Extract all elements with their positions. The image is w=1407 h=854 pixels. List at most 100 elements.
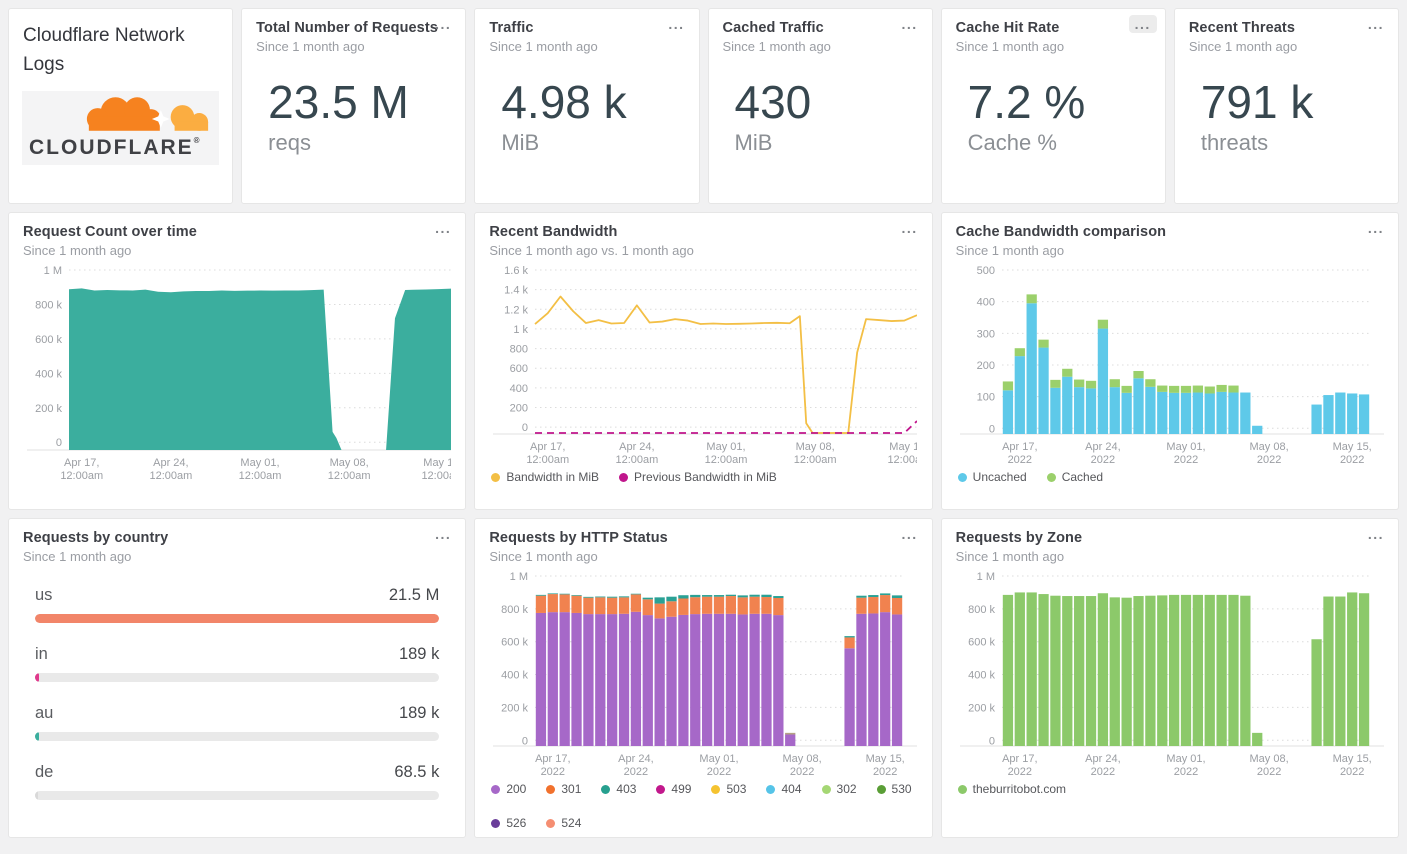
panel-title[interactable]: Request Count over time [23, 224, 197, 240]
legend-item[interactable]: Cached [1046, 470, 1103, 484]
panel-title[interactable]: Cache Hit Rate [955, 20, 1060, 36]
legend-item[interactable]: 403 [601, 782, 636, 796]
legend-color-dot [711, 784, 721, 794]
panel-menu-icon[interactable]: ... [662, 15, 690, 33]
panel-subtitle: Since 1 month ago [489, 549, 598, 564]
svg-text:400 k: 400 k [35, 368, 62, 380]
http-status-chart[interactable]: 0 200 k 400 k 600 k 800 k 1 M Apr 17, 2022 Apr 2… [475, 568, 931, 780]
stat-unit: MiB [734, 129, 773, 155]
svg-text:May 15,2022: May 15, 2022 [1332, 753, 1371, 778]
request-count-chart[interactable]: 0 200 k 400 k 600 k 800 k 1 M Apr 17, 12:00am Ap… [9, 262, 465, 484]
legend-color-dot [601, 784, 611, 794]
panel-total-requests: Total Number of Requests Since 1 month a… [241, 8, 467, 204]
legend-color-dot [491, 784, 501, 794]
panel-title[interactable]: Cache Bandwidth comparison [955, 224, 1167, 240]
panel-menu-icon[interactable]: ... [1362, 525, 1390, 543]
panel-menu-icon[interactable]: ... [895, 219, 923, 237]
panel-title[interactable]: Requests by HTTP Status [489, 530, 668, 546]
legend-label: 530 [891, 782, 912, 796]
gauge-fill [35, 614, 440, 623]
svg-text:600 k: 600 k [968, 637, 995, 649]
gauge-track [35, 732, 440, 741]
panel-menu-icon[interactable]: ... [429, 525, 457, 543]
country-bar-gauge: us 21.5 M in 189 k au 189 k de 68.5 k [9, 586, 465, 800]
logo-panel-title: Cloudflare Network Logs [23, 25, 185, 75]
legend-item[interactable]: Uncached [957, 470, 1027, 484]
panel-title[interactable]: Requests by country [23, 530, 169, 546]
legend-item[interactable]: 404 [766, 782, 802, 796]
legend-label: Bandwidth in MiB [506, 470, 600, 484]
panel-menu-icon[interactable]: ... [429, 15, 457, 33]
svg-text:May 15,2022: May 15, 2022 [866, 753, 905, 778]
panel-title[interactable]: Total Number of Requests [256, 20, 438, 36]
legend-label: 301 [561, 782, 582, 796]
legend-item[interactable]: 200 [491, 782, 526, 796]
panel-menu-icon[interactable]: ... [895, 525, 923, 543]
legend-label: 403 [616, 782, 637, 796]
svg-text:May 01,2022: May 01, 2022 [700, 753, 739, 778]
stat-unit: threats [1200, 129, 1269, 155]
legend-label: 200 [506, 782, 527, 796]
legend-item[interactable]: Bandwidth in MiB [491, 470, 599, 484]
stat-value: 23.5 M [268, 76, 409, 128]
bottom-row: Requests by country Since 1 month ago ..… [8, 518, 1399, 838]
country-value: 68.5 k [394, 763, 440, 781]
svg-text:1.4 k: 1.4 k [504, 285, 528, 297]
svg-text:Apr 24,2022: Apr 24, 2022 [1085, 441, 1120, 466]
svg-text:200 k: 200 k [968, 702, 995, 714]
zone-chart[interactable]: 0 200 k 400 k 600 k 800 k 1 M Apr 17, 2022 Apr 2… [942, 568, 1398, 780]
gauge-track [35, 673, 440, 682]
svg-text:400 k: 400 k [968, 670, 995, 682]
recent-bandwidth-chart[interactable]: 0 200 400 600 800 1 k 1.2 k 1.4 k 1.6 k Apr 17, 12… [475, 262, 931, 468]
panel-menu-icon[interactable]: ... [1128, 15, 1157, 33]
legend-item[interactable]: 302 [821, 782, 857, 796]
panel-recent-bandwidth: Recent Bandwidth Since 1 month ago vs. 1… [474, 212, 933, 510]
legend-label: 404 [781, 782, 802, 796]
legend-item[interactable]: theburritobot.com [957, 782, 1066, 796]
panel-title[interactable]: Recent Threats [1188, 20, 1295, 36]
legend-item[interactable]: 530 [876, 782, 912, 796]
panel-title[interactable]: Recent Bandwidth [489, 224, 618, 240]
panel-subtitle: Since 1 month ago vs. 1 month ago [489, 243, 694, 258]
svg-text:Apr 17,12:00am: Apr 17, 12:00am [60, 457, 103, 482]
country-value: 189 k [398, 645, 440, 663]
legend-item[interactable]: 524 [546, 816, 581, 830]
panel-menu-icon[interactable]: ... [895, 15, 923, 33]
panel-menu-icon[interactable]: ... [429, 219, 457, 237]
legend-color-dot [957, 784, 967, 794]
legend-color-dot [656, 784, 666, 794]
panel-cloudflare-logo: Cloudflare Network Logs CLOUDFLARE® [8, 8, 234, 204]
svg-text:1.6 k: 1.6 k [504, 265, 528, 277]
svg-text:0: 0 [56, 437, 62, 449]
svg-text:400: 400 [976, 297, 994, 309]
chart-legend: Bandwidth in MiB Previous Bandwidth in Mi… [475, 468, 931, 484]
stat-value: 4.98 k [501, 76, 627, 128]
panel-menu-icon[interactable]: ... [1362, 15, 1390, 33]
legend-color-dot [491, 472, 501, 482]
cache-bandwidth-chart[interactable]: 0 100 200 300 400 500 Apr 17, 2022 Apr 24, 2022 Ma… [942, 262, 1398, 468]
panel-title[interactable]: Cached Traffic [722, 20, 824, 36]
gauge-track [35, 614, 440, 623]
legend-item[interactable]: 526 [491, 816, 526, 830]
country-label: us [35, 586, 53, 604]
svg-text:200 k: 200 k [35, 403, 62, 415]
svg-text:0: 0 [989, 423, 995, 435]
svg-text:May 01,2022: May 01, 2022 [1166, 441, 1205, 466]
legend-item[interactable]: Previous Bandwidth in MiB [619, 470, 777, 484]
panel-subtitle: Since 1 month ago [955, 243, 1065, 258]
svg-text:800 k: 800 k [501, 604, 528, 616]
svg-text:Apr 17,2022: Apr 17, 2022 [1002, 753, 1037, 778]
country-value: 21.5 M [388, 586, 440, 604]
panel-menu-icon[interactable]: ... [1362, 219, 1390, 237]
svg-text:May 08,2022: May 08, 2022 [783, 753, 822, 778]
stat-unit: Cache % [967, 129, 1057, 155]
legend-item[interactable]: 499 [656, 782, 691, 796]
country-row: de 68.5 k [9, 763, 465, 800]
legend-color-dot [546, 818, 556, 828]
legend-label: 524 [561, 816, 582, 830]
panel-title[interactable]: Requests by Zone [955, 530, 1083, 546]
legend-item[interactable]: 301 [546, 782, 581, 796]
stat-unit: reqs [268, 129, 311, 155]
legend-item[interactable]: 503 [711, 782, 746, 796]
panel-title[interactable]: Traffic [489, 20, 534, 36]
